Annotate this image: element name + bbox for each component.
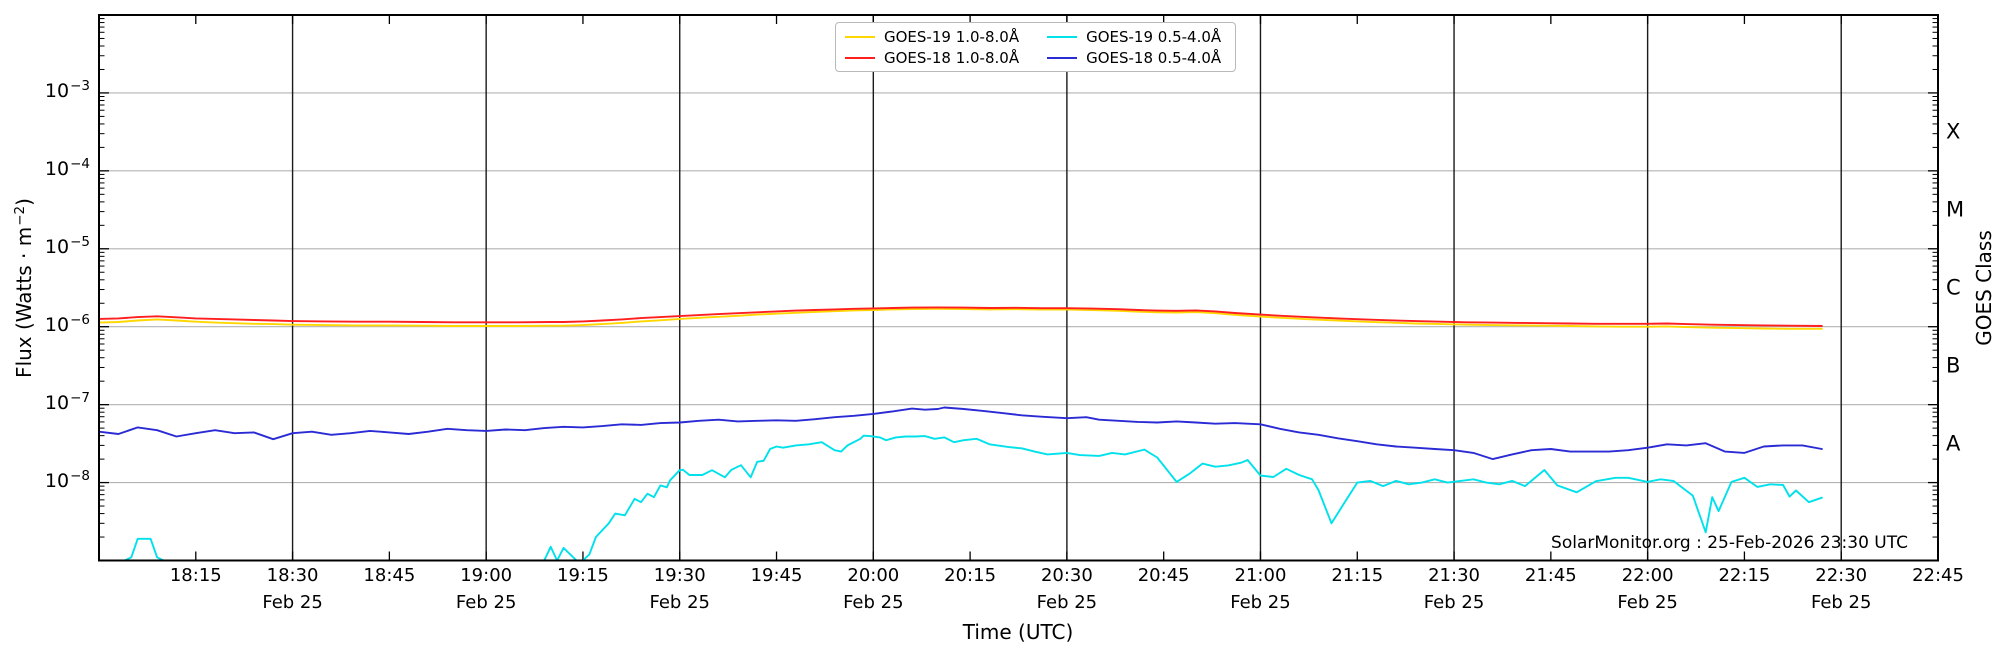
- legend-line-swatch: [845, 56, 875, 59]
- y-tick-label: 10−8: [44, 467, 90, 492]
- x-tick-label: 21:00: [1234, 565, 1287, 586]
- plot-frame: [98, 14, 1939, 562]
- legend-label: GOES-18 1.0-8.0Å: [884, 48, 1020, 67]
- goes-class-label-b: B: [1946, 353, 1961, 378]
- goes-class-label-c: C: [1946, 275, 1961, 300]
- y-tick-label: 10−3: [44, 77, 90, 102]
- x-tick-label: 20:15: [944, 565, 997, 586]
- series-goes-19-0-5-4-0-: [99, 434, 1823, 561]
- legend-item: GOES-18 0.5-4.0Å: [1047, 49, 1221, 67]
- legend-item: GOES-19 1.0-8.0Å: [845, 28, 1019, 46]
- x-tick-label: 21:45: [1524, 565, 1577, 586]
- x-tick-date-label: Feb 25: [649, 592, 710, 613]
- legend-label: GOES-19 1.0-8.0Å: [884, 27, 1020, 46]
- x-tick-label: 21:30: [1428, 565, 1480, 586]
- goes-class-label-m: M: [1946, 197, 1965, 222]
- x-tick-date-label: Feb 25: [1036, 592, 1098, 613]
- x-tick-date-label: Feb 25: [1423, 592, 1485, 613]
- attribution-text: SolarMonitor.org : 25-Feb-2026 23:30 UTC: [1551, 533, 1908, 553]
- y-axis-title: Flux (Watts · m−2): [12, 198, 36, 378]
- x-tick-label: 20:00: [847, 565, 900, 586]
- series-goes-18-0-5-4-0-: [99, 406, 1823, 461]
- goes-class-label-x: X: [1946, 119, 1961, 144]
- legend-label: GOES-18 0.5-4.0Å: [1086, 48, 1222, 67]
- x-tick-label: 22:30: [1815, 565, 1868, 586]
- x-tick-date-label: Feb 25: [1230, 592, 1291, 613]
- x-tick-label: 20:45: [1137, 565, 1190, 586]
- x-tick-label: 18:45: [363, 565, 416, 586]
- x-tick-label: 21:15: [1331, 565, 1384, 586]
- x-tick-label: 22:45: [1912, 565, 1964, 586]
- x-tick-date-label: Feb 25: [1810, 592, 1872, 613]
- x-tick-label: 19:30: [653, 565, 706, 586]
- series-goes-19-1-0-8-0-: [99, 307, 1823, 330]
- x-axis-title: Time (UTC): [962, 620, 1074, 644]
- y-tick-label: 10−6: [44, 311, 90, 336]
- x-tick-label: 22:00: [1621, 565, 1674, 586]
- legend-item: GOES-19 0.5-4.0Å: [1047, 28, 1221, 46]
- y-tick-label: 10−7: [44, 389, 90, 414]
- x-tick-label: 22:15: [1718, 565, 1771, 586]
- x-tick-date-label: Feb 25: [843, 592, 904, 613]
- x-tick-label: 18:30: [266, 565, 319, 586]
- legend-line-swatch: [1047, 35, 1078, 38]
- x-tick-label: 19:15: [557, 565, 609, 586]
- legend-line-swatch: [845, 35, 875, 38]
- y-tick-label: 10−5: [44, 233, 90, 258]
- x-tick-date-label: Feb 25: [1617, 592, 1678, 613]
- legend-line-swatch: [1047, 56, 1078, 59]
- legend-label: GOES-19 0.5-4.0Å: [1086, 27, 1222, 46]
- x-tick-label: 18:15: [169, 565, 222, 586]
- legend-item: GOES-18 1.0-8.0Å: [845, 49, 1019, 67]
- series-goes-18-1-0-8-0-: [99, 306, 1823, 327]
- x-tick-label: 20:30: [1040, 565, 1093, 586]
- y-tick-label: 10−4: [44, 155, 90, 180]
- goes-class-label-a: A: [1946, 431, 1961, 456]
- right-axis-title: GOES Class: [1972, 230, 1996, 346]
- legend: GOES-19 1.0-8.0Å GOES-18 1.0-8.0Å GOES-19 …: [835, 22, 1237, 72]
- x-tick-date-label: Feb 25: [262, 592, 323, 613]
- x-tick-label: 19:00: [460, 565, 513, 586]
- x-tick-date-label: Feb 25: [455, 592, 517, 613]
- x-tick-label: 19:45: [750, 565, 803, 586]
